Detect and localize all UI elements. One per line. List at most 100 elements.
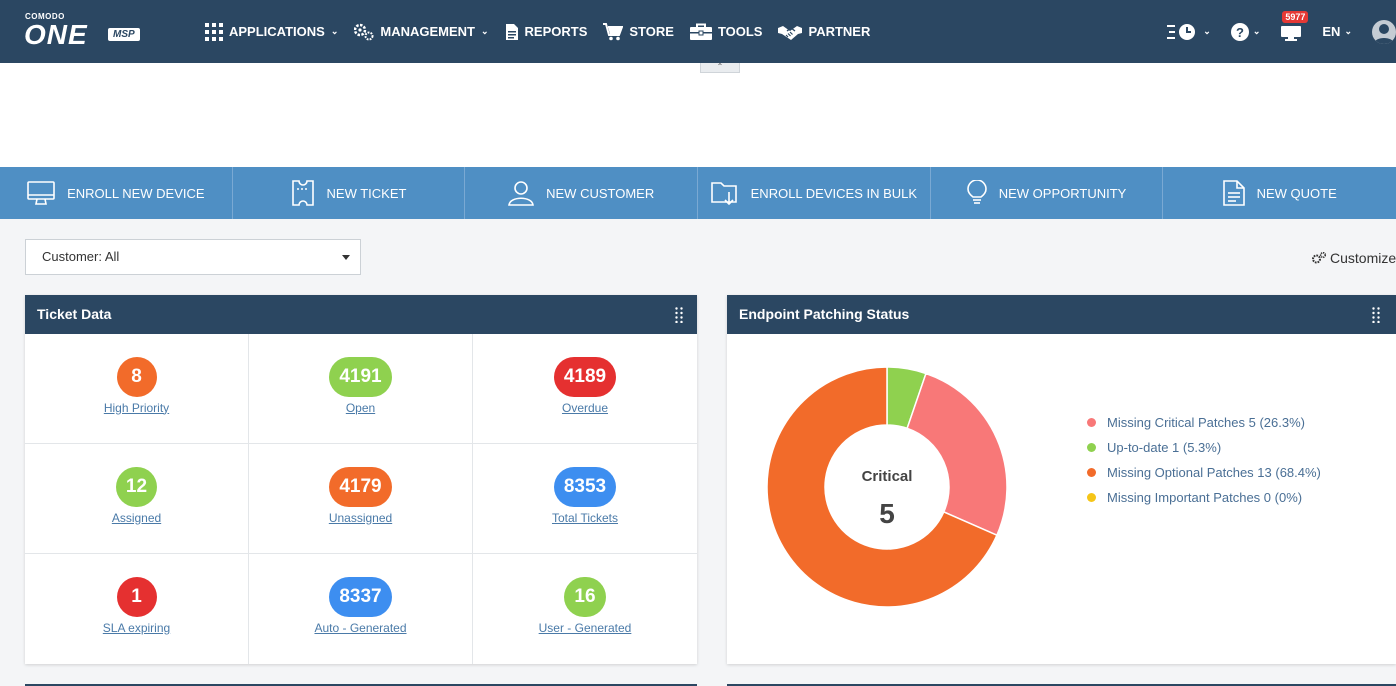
patching-donut-chart: Critical 5 [766, 366, 1008, 608]
stat-count-pill[interactable]: 4179 [329, 466, 392, 507]
logo-brand-small: COMODO [25, 12, 65, 21]
ticket-stat-unassigned: 4179 Unassigned [249, 444, 473, 554]
ticket-stat-sla-expiring: 1 SLA expiring [25, 554, 249, 664]
stat-link[interactable]: Total Tickets [551, 510, 619, 525]
toolbox-icon [689, 23, 712, 40]
lightbulb-icon [966, 180, 987, 204]
stat-link[interactable]: Unassigned [328, 510, 393, 525]
stat-link[interactable]: High Priority [103, 400, 170, 415]
chevron-up-icon: ⌃ [716, 62, 724, 71]
next-widget-top-edge [727, 684, 1396, 686]
stat-count-pill[interactable]: 8 [116, 356, 157, 397]
document-icon [505, 23, 518, 40]
legend-item-missing-optional[interactable]: Missing Optional Patches 13 (68.4%) [1087, 465, 1321, 480]
nav-partner-label: PARTNER [808, 24, 871, 39]
help-button[interactable]: ? ⌄ [1230, 22, 1261, 41]
user-profile-button[interactable] [1372, 19, 1396, 44]
dropdown-arrow-icon [342, 255, 350, 260]
chevron-down-icon: ⌄ [1344, 26, 1352, 36]
enroll-new-device-button[interactable]: ENROLL NEW DEVICE [0, 167, 233, 219]
new-quote-button[interactable]: NEW QUOTE [1163, 167, 1396, 219]
stat-count-pill[interactable]: 4191 [329, 356, 392, 397]
chevron-down-icon: ⌄ [330, 26, 339, 36]
widget-header: Ticket Data [25, 295, 697, 334]
donut-center-label: Critical [862, 468, 913, 485]
ticket-data-widget: Ticket Data 8 High Priority 4191 Open 41… [25, 295, 697, 664]
widget-title: Endpoint Patching Status [739, 306, 910, 322]
new-opportunity-button[interactable]: NEW OPPORTUNITY [931, 167, 1164, 219]
donut-slices [766, 366, 1008, 608]
drag-handle-icon[interactable] [675, 307, 683, 323]
logo-tag: MSP [108, 28, 140, 41]
legend-item-missing-critical[interactable]: Missing Critical Patches 5 (26.3%) [1087, 415, 1321, 430]
new-opportunity-label: NEW OPPORTUNITY [998, 185, 1127, 201]
ticket-stat-open: 4191 Open [249, 334, 473, 444]
history-clock-icon [1167, 23, 1196, 40]
notifications-button[interactable]: 5977 [1280, 10, 1309, 41]
stat-link[interactable]: Assigned [111, 510, 162, 525]
cart-icon [603, 22, 624, 40]
stat-count-pill[interactable]: 16 [564, 577, 606, 617]
stat-count-pill[interactable]: 8353 [553, 466, 617, 507]
new-customer-label: NEW CUSTOMER [546, 185, 655, 201]
donut-center-value: 5 [879, 498, 895, 529]
topbar-right-tools: ⌄ ? ⌄ 5977 EN ⌄ [1167, 0, 1396, 63]
legend-label: Missing Important Patches 0 (0%) [1107, 490, 1303, 505]
chevron-down-icon: ⌄ [480, 26, 489, 36]
language-selector[interactable]: EN ⌄ [1322, 24, 1352, 39]
legend-label: Missing Critical Patches 5 (26.3%) [1107, 415, 1305, 430]
new-quote-label: NEW QUOTE [1256, 185, 1337, 201]
stat-count-pill[interactable]: 4189 [553, 356, 617, 397]
recent-activity-button[interactable]: ⌄ [1167, 23, 1211, 41]
donut-slice-missing-optional-patches[interactable] [766, 366, 998, 608]
ticket-stat-overdue: 4189 Overdue [473, 334, 697, 444]
enroll-devices-in-bulk-label: ENROLL DEVICES IN BULK [750, 185, 918, 201]
customer-filter-value: Customer: All [42, 249, 120, 264]
nav-partner[interactable]: PARTNER [778, 23, 870, 41]
nav-reports[interactable]: REPORTS [505, 23, 587, 41]
stat-link[interactable]: SLA expiring [102, 621, 171, 635]
header-banner-area [0, 63, 1396, 167]
stat-count-pill[interactable]: 8337 [329, 577, 392, 617]
stat-link[interactable]: Open [345, 400, 376, 415]
chevron-down-icon: ⌄ [1252, 26, 1261, 36]
stat-link[interactable]: Auto - Generated [314, 621, 407, 635]
comodo-one-msp-logo[interactable]: COMODO ONE MSP [24, 12, 144, 52]
stat-link[interactable]: User - Generated [538, 621, 632, 635]
legend-dot [1087, 418, 1096, 427]
new-ticket-button[interactable]: NEW TICKET [233, 167, 466, 219]
donut-slice-missing-critical-patches[interactable] [906, 372, 1008, 537]
user-icon [508, 181, 535, 206]
legend-label: Up-to-date 1 (5.3%) [1107, 440, 1222, 455]
customize-dashboard-button[interactable]: Customize [1312, 250, 1396, 266]
stat-count-pill[interactable]: 1 [116, 577, 157, 617]
main-nav: APPLICATIONS ⌄ MANAGEMENT ⌄ REPORTS [205, 0, 886, 63]
monitor-alert-icon [1281, 25, 1302, 41]
legend-dot [1087, 468, 1096, 477]
stat-link[interactable]: Overdue [561, 400, 609, 415]
ticket-stat-total-tickets: 8353 Total Tickets [473, 444, 697, 554]
help-question-icon: ? [1230, 22, 1249, 41]
widget-title: Ticket Data [37, 306, 112, 322]
endpoint-patching-status-widget: Endpoint Patching Status Critical 5 Miss… [727, 295, 1396, 664]
avatar [1372, 19, 1396, 44]
legend-dot [1087, 443, 1096, 452]
nav-management-label: MANAGEMENT [380, 24, 475, 39]
nav-applications-label: APPLICATIONS [229, 24, 325, 39]
enroll-devices-in-bulk-button[interactable]: ENROLL DEVICES IN BULK [698, 167, 931, 219]
next-widget-top-edge [25, 684, 697, 686]
nav-applications[interactable]: APPLICATIONS ⌄ [205, 22, 339, 41]
nav-store[interactable]: STORE [603, 22, 674, 41]
new-customer-button[interactable]: NEW CUSTOMER [465, 167, 699, 219]
drag-handle-icon[interactable] [1372, 307, 1380, 323]
nav-tools[interactable]: TOOLS [689, 23, 762, 41]
monitor-icon [27, 181, 55, 205]
legend-label: Missing Optional Patches 13 (68.4%) [1107, 465, 1321, 480]
legend-item-up-to-date[interactable]: Up-to-date 1 (5.3%) [1087, 440, 1321, 455]
customer-filter-select[interactable]: Customer: All [25, 239, 361, 275]
collapse-banner-button[interactable]: ⌃ [700, 63, 740, 73]
stat-count-pill[interactable]: 12 [115, 466, 158, 507]
legend-item-missing-important[interactable]: Missing Important Patches 0 (0%) [1087, 490, 1321, 505]
nav-management[interactable]: MANAGEMENT ⌄ [354, 23, 489, 41]
chart-legend: Missing Critical Patches 5 (26.3%) Up-to… [1087, 415, 1321, 515]
